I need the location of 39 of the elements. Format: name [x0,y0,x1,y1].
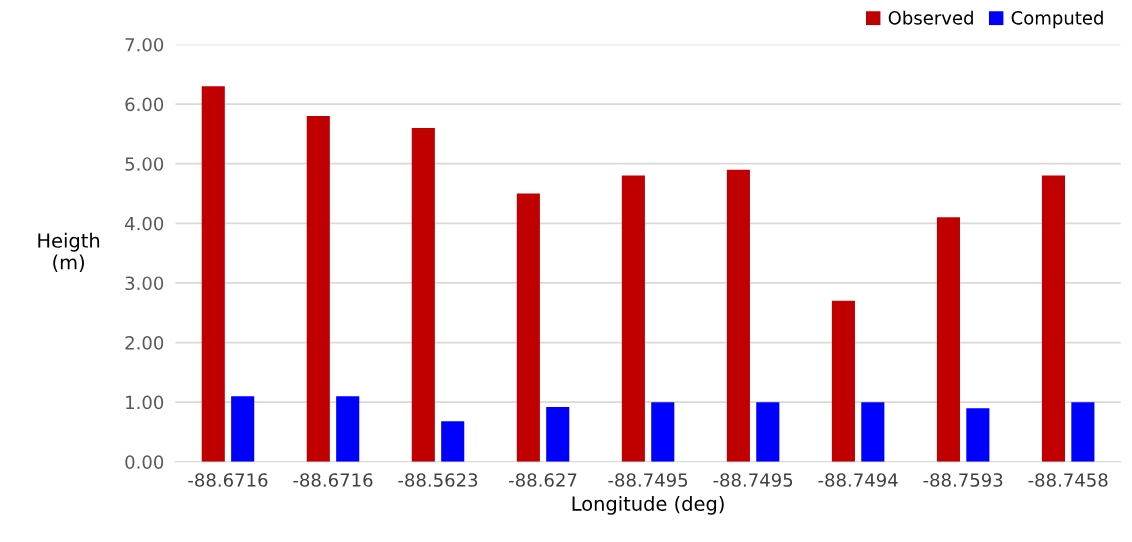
y-axis-title: Heigth (m) [38,232,100,272]
x-tick-label: -88.7593 [923,473,1003,487]
y-tick-label: 0.00 [125,455,164,469]
legend-label: Computed [1011,10,1103,29]
bar [726,169,750,462]
bar [411,127,435,462]
y-tick-label: 3.00 [125,276,164,291]
y-tick-label: 4.00 [125,216,164,231]
x-axis-title: Longitude (deg) [572,495,724,515]
bar [1041,175,1066,462]
bar [621,175,645,462]
bar [966,408,990,462]
bar [231,396,255,462]
bar [336,396,360,462]
bar [831,300,855,462]
bar [936,217,960,462]
y-tick-label: 2.00 [125,336,164,350]
legend-label: Observed [888,10,973,25]
x-tick-label: -88.627 [509,473,577,487]
x-tick-label: -88.7494 [818,473,898,487]
bar [201,86,225,462]
bar [861,402,885,462]
bar [1071,402,1095,462]
x-tick-label: -88.7495 [608,473,688,487]
y-tick-label: 7.00 [125,37,164,52]
bar [306,115,330,462]
x-tick-label: -88.5623 [398,473,478,487]
x-tick-label: -88.6716 [188,473,268,487]
y-tick-label: 6.00 [125,97,164,112]
bar [651,402,675,462]
y-tick-label: 5.00 [125,157,164,171]
bar [441,421,465,462]
x-tick-label: -88.6716 [293,473,373,487]
x-tick-label: -88.7495 [713,473,793,487]
x-tick-label: -88.7458 [1028,473,1108,487]
bar [516,193,540,462]
bar [546,406,570,462]
bar [756,402,780,462]
y-tick-label: 1.00 [126,395,164,410]
